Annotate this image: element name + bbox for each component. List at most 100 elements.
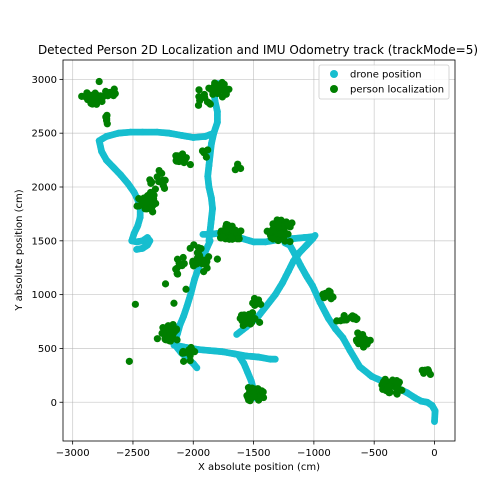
drone-position-point [311, 232, 319, 239]
person-localization-point [288, 219, 296, 227]
person-localization-point [91, 89, 99, 97]
x-tick-label: 0 [431, 448, 437, 459]
x-tick-label: −1500 [237, 448, 271, 459]
person-localization-point [180, 159, 188, 167]
person-localization-point [147, 204, 156, 213]
person-localization-point [151, 185, 159, 193]
person-localization-point [186, 356, 194, 365]
person-localization-point [202, 153, 210, 161]
person-localization-point [354, 329, 362, 337]
x-tick-label: −2000 [176, 448, 210, 459]
person-localization-point [356, 335, 365, 343]
person-localization-point [337, 317, 345, 325]
person-localization-point [173, 157, 181, 165]
person-localization-point [159, 181, 167, 189]
person-localization-point [420, 369, 428, 377]
person-localization-point [186, 160, 195, 169]
person-localization-point [147, 189, 155, 198]
x-axis-ticks: −3000 −2500 −2000 −1500 −1000 −500 0 [56, 441, 438, 459]
person-localization-point [179, 357, 188, 365]
person-localization-point [172, 265, 180, 273]
y-tick-label: 3000 [32, 75, 57, 86]
person-localization-point [85, 92, 93, 101]
person-localization-point [203, 264, 211, 272]
y-tick-label: 500 [38, 344, 57, 355]
person-localization-point [166, 329, 174, 337]
y-tick-label: 0 [51, 398, 57, 409]
person-localization-point [182, 285, 190, 293]
person-localization-point [250, 392, 258, 401]
person-localization-point [211, 82, 219, 91]
person-localization-point [213, 255, 221, 263]
person-localization-point [277, 230, 285, 238]
person-localization-point [251, 301, 259, 309]
person-localization-point [194, 101, 203, 109]
person-localization-point [205, 84, 213, 92]
person-localization-point [153, 335, 161, 343]
y-axis-label: Y absolute position (cm) [14, 189, 25, 311]
person-localization-point [242, 320, 250, 328]
person-localization-point [184, 349, 192, 357]
person-localization-point [257, 300, 265, 308]
person-localization-point [195, 86, 203, 94]
person-localization-point [274, 221, 283, 229]
person-localization-point [194, 248, 203, 256]
person-localization-point [221, 226, 230, 234]
person-localization-point [219, 233, 227, 241]
person-localization-point [384, 383, 392, 391]
person-localization-point [351, 313, 359, 321]
x-axis-label: X absolute position (cm) [198, 462, 320, 473]
person-localization-point [111, 89, 119, 98]
drone-position-point [193, 364, 201, 372]
person-localization-point [380, 378, 388, 386]
legend-marker-drone-position [330, 70, 338, 78]
person-localization-point [218, 93, 226, 101]
person-localization-point [237, 227, 245, 235]
x-tick-label: −2500 [116, 448, 150, 459]
chart-title: Detected Person 2D Localization and IMU … [38, 43, 478, 57]
person-localization-point [196, 95, 204, 103]
legend: drone position person localization [318, 64, 450, 100]
person-localization-point [265, 228, 274, 236]
person-localization-point [191, 348, 199, 356]
person-localization-point [248, 309, 257, 317]
person-localization-point [329, 293, 337, 301]
person-localization-point [190, 241, 198, 249]
person-localization-point [179, 253, 187, 262]
y-tick-label: 2500 [32, 129, 57, 140]
person-localization-point [133, 202, 141, 210]
x-tick-label: −3000 [56, 448, 90, 459]
x-tick-label: −500 [360, 448, 387, 459]
person-localization-series [78, 77, 435, 405]
person-localization-point [161, 280, 170, 288]
person-localization-point [322, 290, 330, 298]
person-localization-point [104, 91, 112, 99]
person-localization-point [259, 388, 267, 396]
drone-position-point [199, 230, 207, 238]
drone-position-point [271, 355, 279, 363]
person-localization-point [231, 226, 239, 234]
person-localization-point [203, 98, 212, 106]
drone-position-point [133, 246, 140, 253]
y-tick-label: 2000 [32, 183, 57, 194]
legend-frame [318, 64, 450, 100]
person-localization-point [131, 300, 139, 308]
person-localization-point [173, 336, 181, 344]
person-localization-point [189, 259, 197, 267]
person-localization-point [269, 235, 277, 243]
person-localization-point [158, 169, 166, 177]
legend-label-drone-position: drone position [350, 70, 422, 81]
person-localization-point [366, 336, 374, 344]
y-tick-label: 1000 [32, 290, 57, 301]
person-localization-point [393, 385, 401, 393]
person-localization-point [103, 111, 111, 119]
person-localization-point [141, 197, 149, 205]
person-localization-point [389, 376, 397, 384]
person-localization-point [178, 349, 187, 357]
y-axis-ticks: 0 500 1000 1500 2000 2500 3000 [32, 75, 63, 409]
legend-marker-person-localization [330, 85, 338, 93]
person-localization-point [220, 80, 228, 88]
person-localization-point [256, 318, 264, 326]
person-localization-point [170, 299, 178, 307]
